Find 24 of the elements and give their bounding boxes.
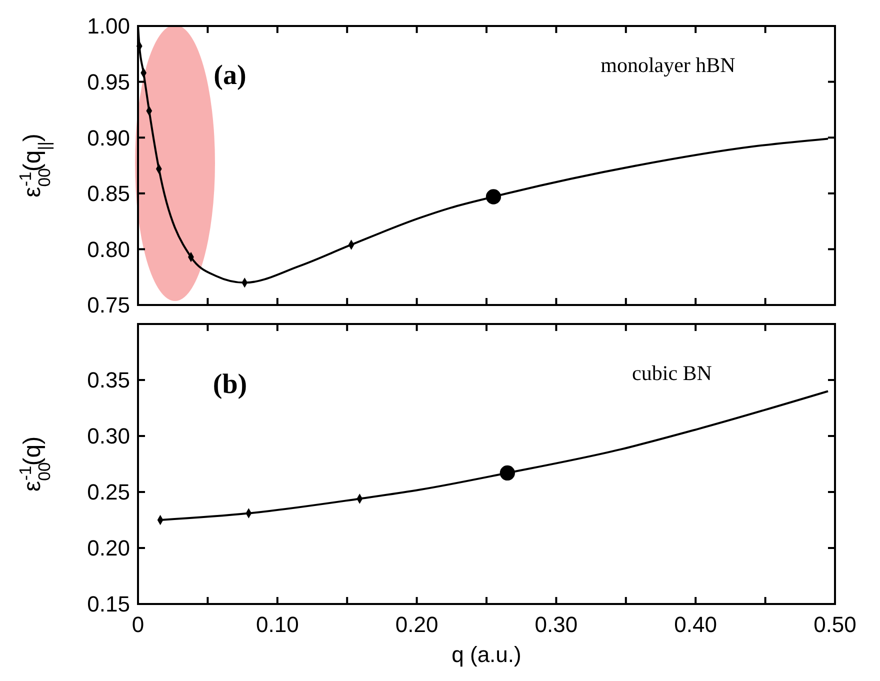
x-tick-label: 0.20 <box>395 612 438 637</box>
y-tick-label: 0.95 <box>87 70 130 94</box>
y-tick-label: 0.15 <box>87 592 130 617</box>
y-tick-label: 0.35 <box>87 368 130 393</box>
y-tick-label: 0.90 <box>87 125 130 150</box>
annotation: (a) <box>214 60 246 91</box>
x-tick-label: 0.30 <box>534 612 578 637</box>
x-tick-label: 0 <box>132 612 144 637</box>
point <box>500 465 515 481</box>
x-axis-title: q (a.u.) <box>452 642 522 667</box>
x-tick-label: 0.10 <box>256 612 299 637</box>
annotation: monolayer hBN <box>600 53 736 77</box>
y-tick-label: 0.25 <box>87 480 130 505</box>
annotation: cubic BN <box>632 361 712 385</box>
y-tick-label: 0.85 <box>87 181 130 206</box>
x-tick-label: 0.40 <box>674 612 718 637</box>
y-tick-label: 1.00 <box>87 14 130 39</box>
point <box>486 189 502 204</box>
y-tick-label: 0.80 <box>87 236 130 262</box>
y-tick-label: 0.30 <box>87 424 130 449</box>
annotation: (b) <box>212 369 248 400</box>
x-tick-label: 0.50 <box>814 612 856 637</box>
y-tick-label: 0.20 <box>87 536 130 561</box>
y-tick-label: 0.75 <box>87 292 130 318</box>
